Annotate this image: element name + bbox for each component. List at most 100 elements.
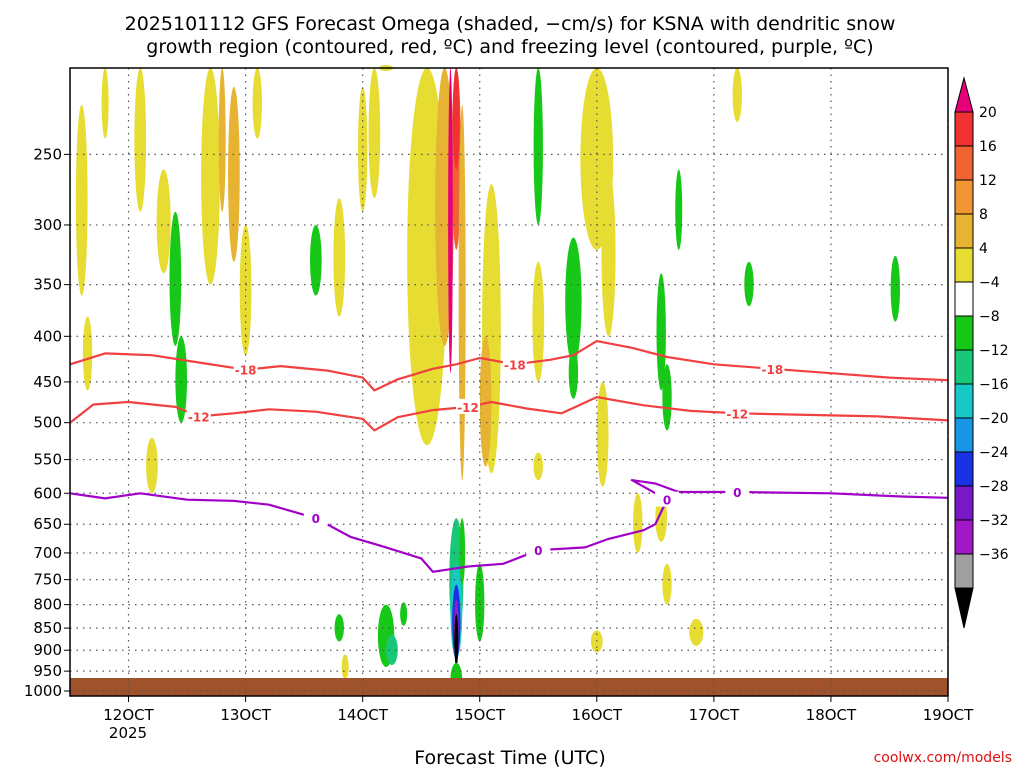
terrain-ground-layer bbox=[70, 678, 948, 696]
colorbar-segment bbox=[954, 247, 974, 283]
colorbar-bottom-arrow bbox=[954, 587, 974, 629]
omega-shaded-region bbox=[341, 654, 349, 680]
colorbar-segment bbox=[954, 383, 974, 419]
contour-label-background bbox=[456, 398, 481, 414]
omega-shaded-region bbox=[75, 104, 88, 296]
omega-shaded-region bbox=[732, 68, 742, 123]
omega-shaded-region bbox=[452, 68, 460, 170]
omega-shaded-region bbox=[333, 198, 346, 317]
colorbar-label: −24 bbox=[979, 445, 1009, 461]
omega-shaded-region bbox=[662, 563, 672, 605]
colorbar-label: 16 bbox=[979, 139, 997, 155]
plot-area: -18 -18 -18 -12 -12 -12 0 0 0 0 bbox=[69, 65, 949, 697]
colorbar-segment bbox=[954, 451, 974, 487]
omega-shaded-region bbox=[479, 336, 492, 467]
omega-shaded-region bbox=[596, 381, 609, 487]
colorbar-label: −12 bbox=[979, 343, 1009, 359]
omega-shaded-region bbox=[101, 68, 109, 139]
contour-label: 0 bbox=[733, 486, 741, 500]
omega-shaded-region bbox=[533, 452, 543, 481]
omega-shaded-region bbox=[601, 169, 616, 337]
contour-label-background bbox=[655, 491, 680, 507]
credit-text: coolwx.com/models bbox=[874, 750, 1012, 766]
omega-shaded-region bbox=[448, 68, 453, 374]
x-tick-label: 16OCT bbox=[572, 706, 623, 724]
contour-label: -12 bbox=[726, 407, 748, 421]
y-tick-label: 900 bbox=[33, 641, 62, 659]
colorbar-segment bbox=[954, 281, 974, 317]
x-axis-label: Forecast Time (UTC) bbox=[414, 747, 605, 768]
contour-label-background bbox=[303, 510, 328, 526]
omega-shaded-region bbox=[386, 634, 398, 665]
omega-shaded-region bbox=[201, 68, 220, 285]
colorbar-segment bbox=[954, 519, 974, 555]
x-tick-label: 12OCT bbox=[103, 706, 154, 724]
omega-shaded-region bbox=[662, 364, 672, 431]
omega-shaded-region bbox=[459, 518, 466, 585]
omega-shaded-region bbox=[368, 67, 381, 199]
omega-shaded-region bbox=[890, 255, 901, 322]
colorbar-label: 4 bbox=[979, 241, 988, 257]
omega-shaded-region bbox=[309, 224, 322, 296]
omega-shaded-region bbox=[656, 273, 666, 391]
x-tick-label: 14OCT bbox=[337, 706, 388, 724]
x-tick-label: 13OCT bbox=[220, 706, 271, 724]
colorbar-label: −20 bbox=[979, 411, 1009, 427]
y-tick-label: 350 bbox=[33, 276, 62, 294]
colorbar-segment bbox=[954, 315, 974, 351]
colorbar-label: −4 bbox=[979, 275, 1000, 291]
omega-shaded-region bbox=[533, 67, 543, 225]
contour-label-background bbox=[502, 356, 527, 372]
y-tick-label: 750 bbox=[33, 571, 62, 589]
y-tick-label: 800 bbox=[33, 596, 62, 614]
x-tick-label: 15OCT bbox=[454, 706, 505, 724]
contour-label: -18 bbox=[235, 364, 257, 378]
y-tick-label: 1000 bbox=[24, 682, 62, 700]
contour-label: 0 bbox=[534, 544, 542, 558]
y-tick-label: 700 bbox=[33, 544, 62, 562]
omega-shaded-region bbox=[454, 614, 459, 668]
colorbar-top-arrow bbox=[954, 76, 974, 113]
freezing-level-contour-line bbox=[69, 479, 949, 573]
omega-shaded-region bbox=[357, 86, 368, 212]
contour-label: 0 bbox=[663, 494, 671, 508]
contour-label-background bbox=[725, 483, 750, 499]
contour-label: -12 bbox=[188, 410, 210, 424]
x-tick-label: 17OCT bbox=[689, 706, 740, 724]
contour-label: -18 bbox=[504, 358, 526, 372]
colorbar-label: −28 bbox=[979, 479, 1009, 495]
contour-label-background bbox=[760, 360, 785, 376]
omega-shaded-region bbox=[400, 602, 408, 626]
y-axis: 250 300 350 400 450 500 550 600 650 700 750 800 850 9… bbox=[24, 145, 70, 700]
colorbar-label: −32 bbox=[979, 513, 1009, 529]
omega-shaded-region bbox=[689, 618, 704, 646]
colorbar-label: 8 bbox=[979, 207, 988, 223]
contour-lines: -18 -18 -18 -12 -12 -12 0 0 0 0 bbox=[69, 340, 949, 573]
colorbar-label: −8 bbox=[979, 309, 1000, 325]
omega-shaded-region bbox=[633, 493, 643, 553]
omega-shaded-region bbox=[169, 211, 182, 346]
colorbar-segment bbox=[954, 417, 974, 453]
omega-shaded-region bbox=[175, 336, 188, 423]
y-tick-label: 600 bbox=[33, 484, 62, 502]
omega-shaded-region bbox=[458, 104, 466, 481]
colorbar: 20 16 12 8 4 −4 −8 −12 −16 −20 −24 −28 −32 −36 bbox=[954, 76, 1009, 629]
y-tick-label: 850 bbox=[33, 619, 62, 637]
colorbar-segment bbox=[954, 485, 974, 521]
contour-label: -12 bbox=[457, 401, 479, 415]
omega-shading bbox=[75, 65, 901, 695]
contour-label-background bbox=[233, 361, 258, 377]
y-tick-label: 250 bbox=[33, 145, 62, 163]
y-tick-label: 500 bbox=[33, 414, 62, 432]
x-tick-label: 19OCT bbox=[923, 706, 974, 724]
y-tick-label: 550 bbox=[33, 451, 62, 469]
contour-label-background bbox=[186, 408, 211, 424]
chart-title-line-2: growth region (contoured, red, ºC) and f… bbox=[146, 36, 873, 58]
omega-shaded-region bbox=[675, 169, 683, 250]
colorbar-segment bbox=[954, 349, 974, 385]
x-axis: 12OCT 13OCT 14OCT 15OCT 16OCT 17OCT 18OCT 19OCT bbox=[103, 696, 974, 724]
colorbar-label: −36 bbox=[979, 547, 1009, 563]
colorbar-segment bbox=[954, 553, 974, 589]
omega-shaded-region bbox=[146, 437, 158, 494]
